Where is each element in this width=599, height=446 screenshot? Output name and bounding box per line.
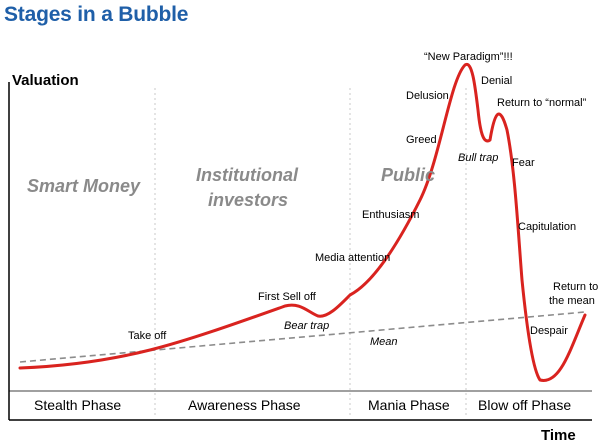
phase-stealth: Stealth Phase <box>34 397 121 413</box>
group-public: Public <box>381 165 435 185</box>
y-axis-label: Valuation <box>12 72 79 89</box>
annotation-delusion: Delusion <box>406 90 449 102</box>
annotation-new-paradigm: “New Paradigm”!!! <box>424 51 513 63</box>
bubble-curve <box>18 62 587 382</box>
phase-mania: Mania Phase <box>368 397 450 413</box>
phase-blowoff: Blow off Phase <box>478 397 571 413</box>
annotation-take-off: Take off <box>128 330 167 342</box>
annotation-return-to-the-mean-line2: the mean <box>549 295 595 307</box>
group-institutional-line2: investors <box>208 190 288 210</box>
annotation-bear-trap: Bear trap <box>284 320 329 332</box>
annotation-capitulation: Capitulation <box>518 221 576 233</box>
annotation-greed: Greed <box>406 134 437 146</box>
annotation-bull-trap: Bull trap <box>458 152 498 164</box>
annotation-fear: Fear <box>512 157 535 169</box>
mean-line <box>19 311 586 363</box>
annotation-return-to-the-mean-line1: Return to <box>553 281 598 293</box>
annotation-mean: Mean <box>370 336 398 348</box>
annotation-denial: Denial <box>481 75 512 87</box>
annotation-return-to-normal: Return to “normal” <box>497 97 587 109</box>
group-smart-money: Smart Money <box>27 176 141 196</box>
annotation-media-attention: Media attention <box>315 252 390 264</box>
annotation-enthusiasm: Enthusiasm <box>362 209 419 221</box>
x-axis-label: Time <box>541 427 576 444</box>
phase-awareness: Awareness Phase <box>188 397 301 413</box>
annotation-despair: Despair <box>530 325 568 337</box>
page-title: Stages in a Bubble <box>4 3 189 26</box>
group-institutional-line1: Institutional <box>196 165 299 185</box>
annotation-first-sell-off: First Sell off <box>258 291 317 303</box>
phase-dividers <box>154 88 467 418</box>
